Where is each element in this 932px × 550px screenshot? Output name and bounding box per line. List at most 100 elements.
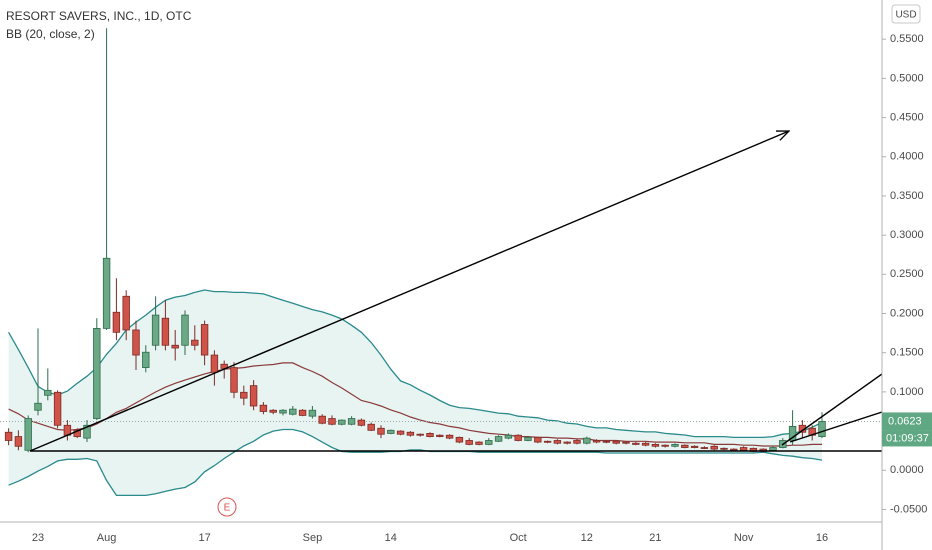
last-price-box: [882, 412, 932, 431]
candle-body: [210, 354, 219, 373]
y-tick-label: 0.1500: [890, 347, 924, 359]
candle-body: [240, 391, 248, 399]
candle-body: [298, 409, 307, 416]
countdown-box: [882, 430, 932, 447]
currency: USD: [895, 10, 916, 21]
candle-body: [406, 431, 415, 436]
band-line: [8, 289, 823, 439]
candle-body: [514, 434, 522, 441]
candle-body: [700, 447, 709, 449]
x-tick-label: 12: [581, 532, 593, 544]
plot-area: [0, 28, 882, 497]
candle-body: [34, 402, 42, 411]
candle-body: [200, 324, 209, 356]
candle-body: [465, 440, 473, 445]
candle-body: [387, 429, 395, 434]
candle-body: [632, 442, 640, 445]
candle-body: [543, 440, 552, 443]
candle-body: [622, 441, 630, 444]
y-tick-label: 0.0000: [890, 464, 924, 476]
candle-body: [602, 440, 611, 443]
currency-box[interactable]: [891, 4, 921, 24]
x-tick-label: Nov: [734, 532, 754, 544]
candle-body: [357, 419, 366, 426]
candle-body: [553, 440, 562, 444]
candle-body: [230, 367, 238, 393]
candle-body: [475, 441, 483, 445]
candle-body: [318, 415, 326, 424]
candle-body: [377, 427, 385, 435]
candle-body: [563, 441, 571, 444]
candle-body: [534, 436, 542, 443]
candle-body: [289, 408, 297, 415]
y-tick-label: 0.3500: [890, 190, 924, 202]
y-tick-label: 0.3000: [890, 229, 924, 241]
candle-body: [661, 444, 669, 447]
candle-body: [191, 339, 199, 346]
trend-line: [781, 373, 882, 446]
candle-body: [436, 434, 444, 437]
candle-body: [681, 444, 689, 448]
y-tick-label: 0.2500: [890, 268, 924, 280]
y-tick-label: -0.0500: [890, 503, 927, 515]
countdown-label: 01:09:37: [886, 432, 929, 444]
candle-body: [142, 351, 150, 368]
chart-title: RESORT SAVERS, INC., 1D, OTC: [6, 9, 192, 23]
candle-body: [367, 423, 375, 431]
candle-body: [269, 409, 277, 413]
candle-body: [416, 433, 424, 436]
trend-line: [789, 411, 882, 443]
band-line: [8, 428, 823, 497]
drawings: [29, 131, 882, 452]
candle-body: [612, 440, 620, 444]
candle-body: [161, 317, 170, 346]
candle-body: [710, 445, 718, 450]
y-tick-label: 0.2000: [890, 307, 924, 319]
y-tick-label: 0.5500: [890, 33, 924, 45]
candle-body: [739, 447, 748, 451]
candle-body: [485, 440, 493, 445]
candle-body: [132, 329, 140, 356]
candle-body: [524, 436, 532, 441]
earnings-label: E: [224, 503, 231, 514]
y-tick-label: 0.4500: [890, 111, 924, 123]
candle-body: [347, 418, 356, 425]
x-tick-label: 17: [198, 532, 210, 544]
x-tick-label: Oct: [510, 532, 527, 544]
candle-body: [641, 442, 650, 446]
candle-body: [308, 409, 317, 417]
candle-body: [151, 314, 160, 346]
candle-body: [504, 434, 513, 439]
indicator-label: BB (20, close, 2): [6, 27, 95, 41]
candle-body: [720, 447, 728, 450]
candle-body: [328, 418, 336, 425]
x-tick-label: Aug: [97, 532, 117, 544]
candle-body: [769, 447, 777, 451]
candle-body: [249, 385, 258, 407]
last-price-label: 0.0623: [888, 415, 922, 427]
x-tick-label: 21: [649, 532, 661, 544]
trend-arrow: [29, 131, 789, 452]
candle-body: [4, 431, 13, 441]
x-tick-label: 16: [816, 532, 828, 544]
candle-body: [818, 421, 826, 437]
candle-body: [73, 429, 81, 437]
x-tick-label: 23: [32, 532, 44, 544]
candle-body: [83, 424, 91, 439]
candle-body: [671, 444, 679, 447]
candle-body: [494, 436, 503, 442]
earnings-marker[interactable]: [217, 497, 237, 517]
candle-body: [730, 448, 738, 451]
candle-body: [53, 391, 62, 426]
candle-body: [573, 440, 581, 444]
candle-body: [102, 257, 111, 329]
x-tick-label: 14: [385, 532, 397, 544]
candle-body: [112, 311, 121, 333]
band-fill: [8, 290, 823, 496]
y-tick-label: 0.4000: [890, 151, 924, 163]
candle-body: [93, 328, 101, 419]
x-tick-label: Sep: [303, 532, 323, 544]
y-tick-label: 0.1000: [890, 386, 924, 398]
candle-body: [455, 436, 464, 443]
